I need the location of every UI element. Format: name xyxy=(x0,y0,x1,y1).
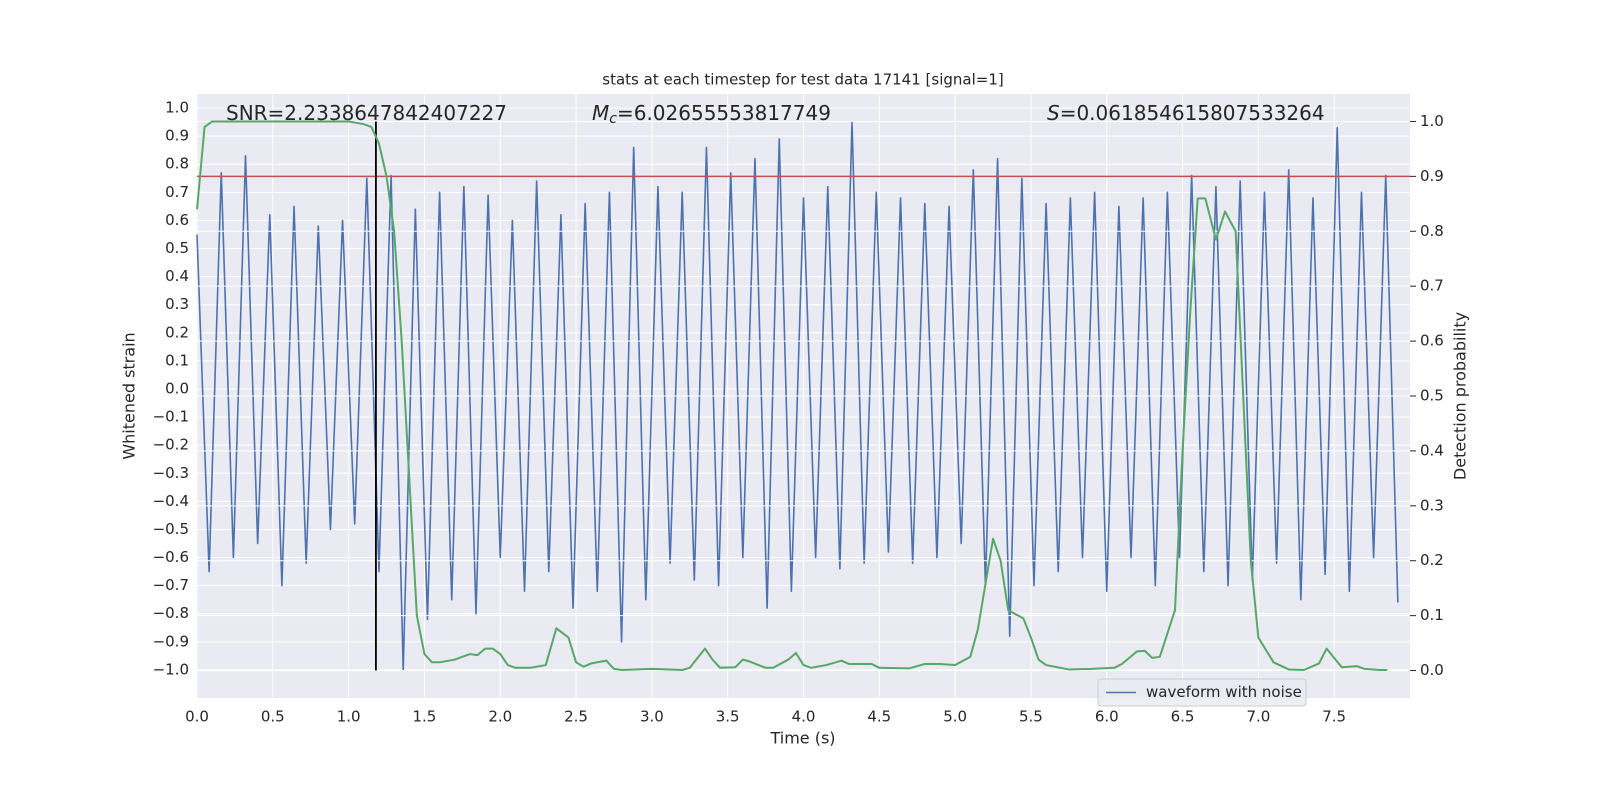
y-tick-label: −0.4 xyxy=(153,492,189,510)
x-tick-label: 1.5 xyxy=(413,708,437,726)
y-tick-label: −0.2 xyxy=(153,436,189,454)
annotation-text: =6.02655553817749 xyxy=(617,101,831,125)
x-tick-label: 4.0 xyxy=(792,708,816,726)
annotation-subscript: c xyxy=(609,111,617,127)
x-tick-label: 5.0 xyxy=(943,708,967,726)
y2-tick-label: 0.7 xyxy=(1420,277,1444,295)
y2-tick-label: 0.3 xyxy=(1420,496,1444,514)
y-tick-label: −0.7 xyxy=(153,576,189,594)
annotation: S=0.061854615807533264 xyxy=(1047,101,1325,125)
x-tick-label: 5.5 xyxy=(1019,708,1043,726)
y-tick-label: 0.9 xyxy=(165,127,189,145)
chart-title: stats at each timestep for test data 171… xyxy=(602,71,1003,89)
y-tick-label: 0.5 xyxy=(165,239,189,257)
y2-tick-label: 0.4 xyxy=(1420,441,1444,459)
y-tick-label: 0.6 xyxy=(165,211,189,229)
y2-tick-label: 0.5 xyxy=(1420,387,1444,405)
y2-tick-label: 0.2 xyxy=(1420,551,1444,569)
y-tick-label: −0.3 xyxy=(153,464,189,482)
x-tick-label: 7.5 xyxy=(1322,708,1346,726)
y2-tick-label: 0.9 xyxy=(1420,167,1444,185)
y2-tick-label: 0.0 xyxy=(1420,661,1444,679)
y-tick-label: 0.2 xyxy=(165,323,189,341)
y-tick-label: 0.7 xyxy=(165,183,189,201)
x-tick-label: 7.0 xyxy=(1246,708,1270,726)
y2-tick-label: 0.8 xyxy=(1420,222,1444,240)
y-tick-label: 0.1 xyxy=(165,351,189,369)
y-tick-label: 1.0 xyxy=(165,99,189,117)
annotation-text: SNR=2.2338647842407227 xyxy=(226,101,507,125)
annotation: SNR=2.2338647842407227 xyxy=(226,101,507,125)
y2-tick-label: 1.0 xyxy=(1420,112,1444,130)
legend-label: waveform with noise xyxy=(1146,683,1302,701)
annotation-symbol: M xyxy=(592,101,609,125)
y-tick-label: −0.9 xyxy=(153,632,189,650)
waveform-line xyxy=(196,121,1399,671)
y2-axis-label: Detection probability xyxy=(1451,312,1470,480)
y-tick-label: 0.0 xyxy=(165,379,189,397)
y2-tick-label: 0.6 xyxy=(1420,332,1444,350)
y-tick-label: −0.6 xyxy=(153,548,189,566)
x-tick-label: 6.5 xyxy=(1171,708,1195,726)
y-tick-label: −0.1 xyxy=(153,408,189,426)
x-tick-label: 3.5 xyxy=(716,708,740,726)
y-tick-label: −0.5 xyxy=(153,520,189,538)
y-tick-label: −0.8 xyxy=(153,604,189,622)
y-axis-label: Whitened strain xyxy=(120,332,139,459)
probability-line xyxy=(196,120,1388,671)
x-axis-label: Time (s) xyxy=(769,729,835,748)
annotation-symbol: S xyxy=(1047,101,1060,125)
x-tick-label: 2.5 xyxy=(564,708,588,726)
x-tick-label: 6.0 xyxy=(1095,708,1119,726)
annotation-text: =0.061854615807533264 xyxy=(1060,101,1325,125)
y-tick-label: 0.3 xyxy=(165,295,189,313)
y-tick-label: 0.4 xyxy=(165,267,189,285)
x-tick-label: 1.0 xyxy=(337,708,361,726)
legend-box xyxy=(1097,678,1307,707)
annotation: Mc=6.02655553817749 xyxy=(592,101,831,128)
x-tick-label: 3.0 xyxy=(640,708,664,726)
y-tick-label: −1.0 xyxy=(153,660,189,678)
x-tick-label: 2.0 xyxy=(488,708,512,726)
y-tick-label: 0.8 xyxy=(165,155,189,173)
y2-tick-label: 0.1 xyxy=(1420,606,1444,624)
x-tick-label: 4.5 xyxy=(867,708,891,726)
x-tick-label: 0.0 xyxy=(185,708,209,726)
x-tick-label: 0.5 xyxy=(261,708,285,726)
